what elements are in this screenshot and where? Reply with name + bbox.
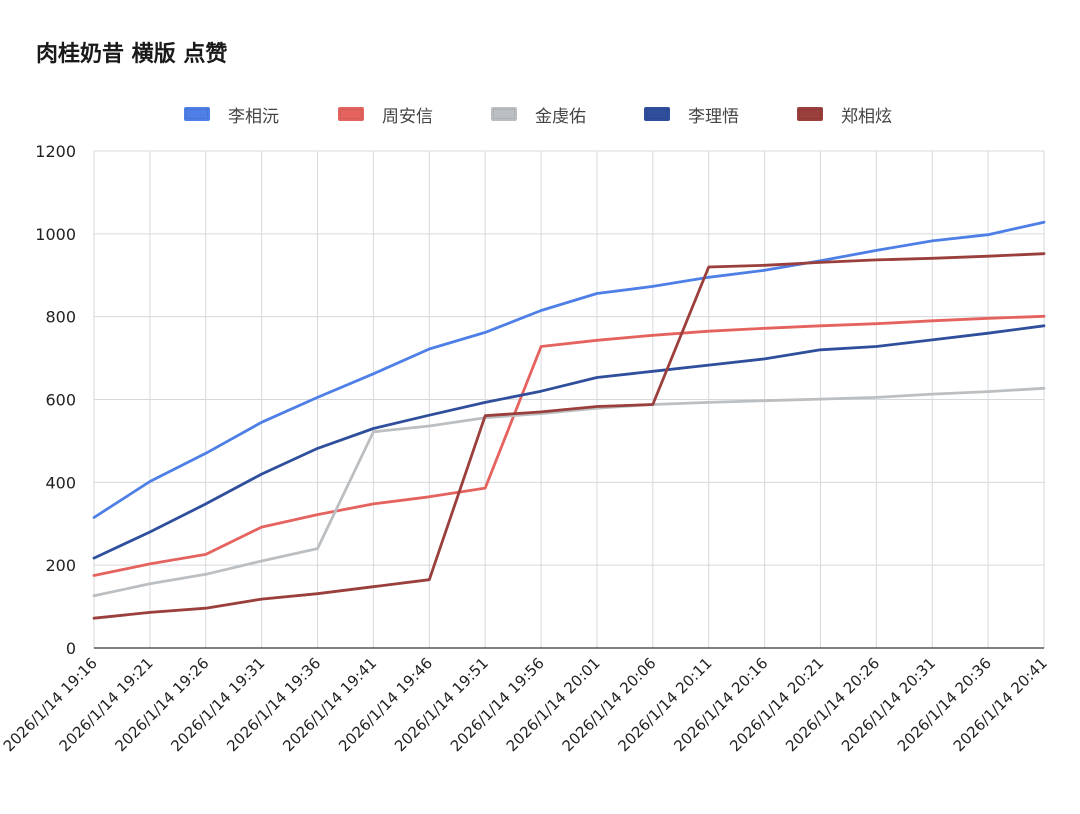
y-tick-label: 0 [66, 639, 76, 658]
legend-label: 郑相炫 [841, 106, 892, 127]
x-tick-label: 2026/1/14 20:11 [614, 654, 715, 755]
series-line-1 [92, 220, 1046, 519]
y-tick-label: 400 [45, 473, 76, 492]
x-tick-label: 2026/1/14 20:31 [838, 654, 939, 755]
legend-item[interactable]: 郑相炫 [797, 100, 892, 128]
legend-item[interactable]: 李理悟 [644, 100, 739, 128]
legend-label: 周安信 [382, 106, 433, 127]
x-tick-label: 2026/1/14 20:16 [670, 654, 771, 755]
x-tick-label: 2026/1/14 19:16 [0, 654, 101, 755]
x-tick-label: 2026/1/14 20:36 [894, 654, 995, 755]
y-tick-label: 600 [45, 391, 76, 410]
series-line-5 [92, 252, 1046, 620]
legend-swatch [338, 107, 364, 121]
legend-label: 金虔佑 [535, 106, 586, 127]
x-tick-label: 2026/1/14 19:51 [391, 654, 492, 755]
x-tick-label: 2026/1/14 20:41 [950, 654, 1051, 755]
series-line-3 [92, 386, 1046, 598]
x-tick-label: 2026/1/14 20:21 [726, 654, 827, 755]
x-tick-label: 2026/1/14 20:06 [559, 654, 660, 755]
legend-item[interactable]: 周安信 [338, 100, 433, 128]
legend-item[interactable]: 金虔佑 [491, 100, 586, 128]
x-tick-label: 2026/1/14 19:41 [279, 654, 380, 755]
legend-swatch [184, 107, 210, 121]
legend-item[interactable]: 李相沅 [184, 100, 279, 128]
x-tick-label: 2026/1/14 19:31 [167, 654, 268, 755]
legend-label: 李理悟 [688, 106, 739, 127]
legend-swatch [797, 107, 823, 121]
x-tick-label: 2026/1/14 19:56 [447, 654, 548, 755]
gridlines [93, 150, 1045, 648]
x-tick-label: 2026/1/14 20:26 [782, 654, 883, 755]
y-tick-label: 800 [45, 308, 76, 327]
chart-title: 肉桂奶昔 横版 点赞 [36, 42, 228, 67]
x-tick-label: 2026/1/14 20:01 [503, 654, 604, 755]
y-tick-label: 1200 [35, 142, 76, 161]
legend: 李相沅 周安信 金虔佑 李理悟 郑相炫 [0, 100, 1080, 128]
x-tick-label: 2026/1/14 19:46 [335, 654, 436, 755]
legend-swatch [491, 107, 517, 121]
legend-swatch [644, 107, 670, 121]
series-line-4 [92, 324, 1046, 560]
y-tick-label: 200 [45, 556, 76, 575]
x-tick-label: 2026/1/14 19:36 [223, 654, 324, 755]
x-tick-label: 2026/1/14 19:26 [112, 654, 213, 755]
x-tick-label: 2026/1/14 19:21 [56, 654, 157, 755]
y-tick-label: 1000 [35, 225, 76, 244]
legend-label: 李相沅 [228, 106, 279, 127]
series-line-2 [92, 314, 1046, 577]
